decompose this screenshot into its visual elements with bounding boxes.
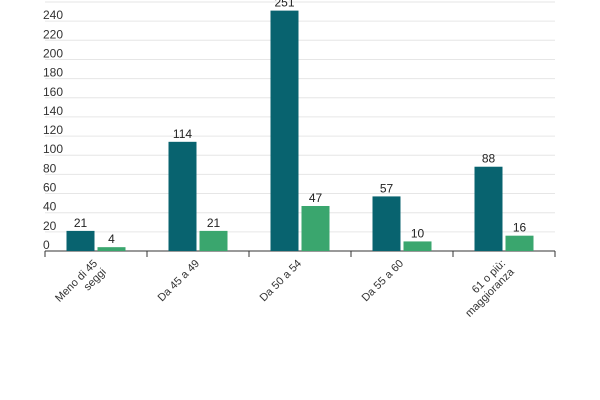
- y-tick-label: 240: [43, 8, 63, 22]
- bar: [270, 10, 299, 251]
- y-tick-label: 20: [43, 219, 57, 233]
- bar: [403, 241, 432, 251]
- y-tick-label: 40: [43, 200, 57, 214]
- bar: [66, 230, 95, 251]
- x-category-label: Meno di 45seggi: [53, 258, 109, 314]
- data-label: 21: [207, 216, 221, 230]
- data-label: 114: [173, 127, 192, 141]
- y-tick-label: 160: [43, 85, 63, 99]
- x-category-label: Da 45 a 49: [156, 258, 203, 305]
- y-tick-label: 120: [43, 123, 63, 137]
- data-label: 10: [411, 226, 425, 240]
- data-label: 16: [513, 221, 527, 235]
- bar: [97, 247, 126, 251]
- x-category-label: Da 50 a 54: [258, 258, 305, 305]
- bar: [199, 230, 228, 251]
- data-label: 88: [482, 152, 496, 166]
- bar: [301, 205, 330, 251]
- bar: [505, 235, 534, 251]
- y-tick-label: 0: [43, 238, 50, 252]
- bar: [168, 141, 197, 251]
- y-tick-label: 80: [43, 161, 57, 175]
- y-tick-label: 100: [43, 142, 63, 156]
- data-label: 47: [309, 191, 323, 205]
- y-tick-label: 260: [43, 0, 63, 3]
- data-label: 251: [274, 0, 294, 10]
- data-label: 4: [108, 232, 115, 246]
- x-category-label: Da 55 a 60: [360, 258, 407, 305]
- y-tick-label: 140: [43, 104, 63, 118]
- y-tick-label: 200: [43, 46, 63, 60]
- bar: [474, 166, 503, 251]
- data-label: 21: [74, 216, 88, 230]
- y-tick-label: 220: [43, 27, 63, 41]
- data-label: 57: [380, 181, 394, 195]
- y-tick-label: 180: [43, 66, 63, 80]
- x-category-label: 61 o più:maggioranza: [455, 257, 518, 320]
- bar: [372, 196, 401, 251]
- y-tick-label: 60: [43, 181, 57, 195]
